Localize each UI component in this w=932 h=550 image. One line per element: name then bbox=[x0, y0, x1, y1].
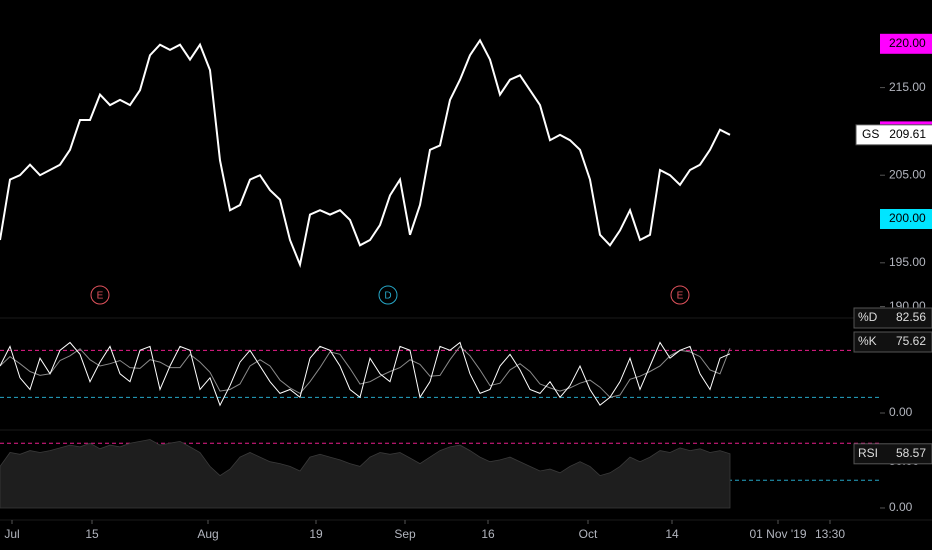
y-tick-label: 0.00 bbox=[889, 405, 913, 419]
last-value-tag: GS 209.61 bbox=[855, 124, 932, 146]
event-label: E bbox=[677, 291, 684, 302]
last-value: 82.56 bbox=[896, 310, 926, 324]
y-tick-label: 215.00 bbox=[889, 80, 926, 94]
series-name: RSI bbox=[858, 446, 878, 460]
last-value: 209.61 bbox=[889, 127, 926, 141]
x-tick-label: 01 Nov '19 bbox=[750, 527, 807, 541]
x-tick-label: 14 bbox=[665, 527, 679, 541]
last-value-tag: %K 75.62 bbox=[853, 331, 932, 353]
area bbox=[0, 439, 731, 509]
tag-box bbox=[855, 124, 932, 146]
y-tick-label: 200.00 bbox=[889, 211, 926, 225]
y-tick-label: 0.00 bbox=[889, 500, 913, 514]
x-tick-label: Sep bbox=[394, 527, 416, 541]
x-tick-label: Oct bbox=[579, 527, 598, 541]
event-marker bbox=[670, 285, 690, 305]
last-value: 75.62 bbox=[896, 334, 926, 348]
event-marker bbox=[378, 285, 398, 305]
series-name: %D bbox=[858, 310, 878, 324]
line bbox=[0, 341, 731, 407]
x-tick-label: 13:30 bbox=[815, 527, 845, 541]
series-name: %K bbox=[858, 334, 877, 348]
x-tick-label: Aug bbox=[197, 527, 218, 541]
event-label: D bbox=[384, 291, 391, 302]
x-tick-label: 16 bbox=[481, 527, 495, 541]
last-value: 58.57 bbox=[896, 446, 926, 460]
x-tick-label: 15 bbox=[85, 527, 99, 541]
price-tag bbox=[880, 209, 932, 230]
event-marker bbox=[90, 285, 110, 305]
y-tick-label: 220.00 bbox=[889, 36, 926, 50]
tag-box bbox=[853, 443, 932, 465]
tag-box bbox=[853, 331, 932, 353]
x-tick-label: Jul bbox=[4, 527, 19, 541]
y-tick-label: 195.00 bbox=[889, 255, 926, 269]
price-tag bbox=[880, 33, 932, 54]
x-tick-label: 19 bbox=[309, 527, 323, 541]
line bbox=[0, 345, 731, 398]
last-value-tag: RSI 58.57 bbox=[853, 443, 932, 465]
y-tick-label: 205.00 bbox=[889, 167, 926, 181]
line bbox=[0, 38, 731, 269]
event-label: E bbox=[97, 291, 104, 302]
series-name: GS bbox=[862, 127, 879, 141]
last-value-tag: %D 82.56 bbox=[853, 307, 932, 329]
tag-box bbox=[853, 307, 932, 329]
